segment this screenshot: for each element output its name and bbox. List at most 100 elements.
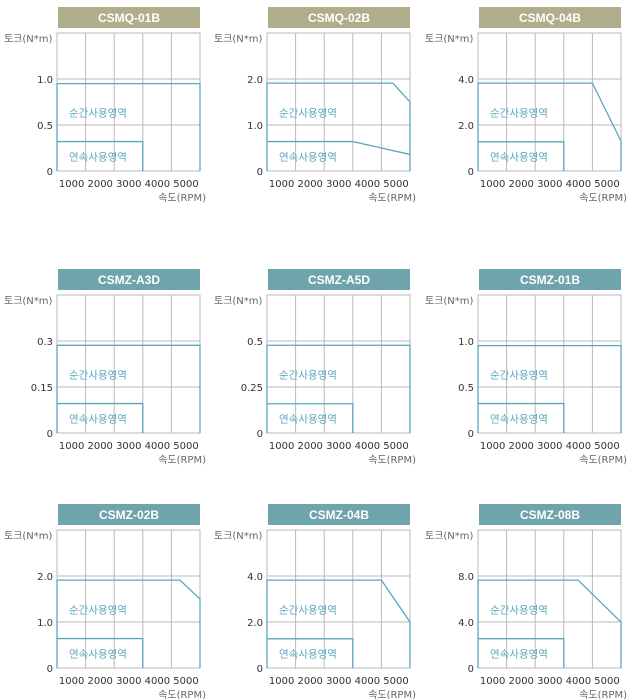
chart-title-bar	[479, 269, 621, 290]
y-tick-label: 0	[468, 664, 474, 675]
y-tick-label: 2.0	[247, 618, 263, 629]
continuous-torque-curve	[267, 403, 354, 433]
y-axis-unit-label: 토크(N*m)	[425, 34, 474, 45]
x-tick-label: 2000	[508, 676, 533, 687]
y-tick-label: 0	[468, 167, 474, 178]
y-tick-label: 0	[257, 429, 263, 440]
continuous-torque-curve	[57, 637, 144, 668]
x-axis-unit-label: 속도(RPM)	[579, 454, 627, 466]
chart-title-bar	[479, 7, 621, 28]
x-tick-label: 3000	[326, 676, 351, 687]
x-tick-label: 5000	[594, 676, 619, 687]
x-tick-label: 2000	[297, 179, 322, 190]
x-tick-label: 5000	[383, 179, 408, 190]
x-axis-unit-label: 속도(RPM)	[368, 192, 416, 204]
peak-torque-curve	[266, 82, 411, 171]
plot-frame	[266, 529, 411, 669]
continuous-torque-curve	[478, 402, 565, 433]
continuous-region-label: 연속사용영역	[69, 413, 127, 425]
y-axis-unit-label: 토크(N*m)	[214, 531, 263, 542]
x-tick-label: 4000	[145, 441, 170, 452]
chart-panel: CSMQ-02B 토크(N*m) 2.0 1.0 0 1000 2000 3000 4000 50…	[214, 7, 416, 204]
y-tick-label: 0	[47, 429, 53, 440]
chart-title: CSMZ-A3D	[98, 273, 160, 287]
y-tick-label: 0.5	[458, 383, 474, 394]
x-tick-label: 1000	[59, 441, 84, 452]
x-tick-label: 5000	[383, 441, 408, 452]
x-tick-label: 2000	[508, 179, 533, 190]
x-tick-label: 3000	[537, 441, 562, 452]
chart-panel: CSMZ-08B 토크(N*m) 8.0 4.0 0 1000 2000 3000 4000 50…	[425, 504, 627, 699]
peak-torque-curve	[477, 579, 622, 668]
x-tick-label: 3000	[116, 179, 141, 190]
continuous-region-label: 연속사용영역	[69, 648, 127, 660]
chart-title: CSMZ-A5D	[308, 273, 370, 287]
y-tick-label: 0	[47, 664, 53, 675]
chart-title: CSMQ-04B	[519, 11, 581, 25]
x-tick-label: 2000	[508, 441, 533, 452]
x-tick-label: 2000	[87, 179, 112, 190]
x-tick-label: 4000	[145, 676, 170, 687]
chart-panel: CSMZ-02B 토크(N*m) 2.0 1.0 0 1000 2000 3000 4000 50…	[4, 504, 206, 699]
y-tick-label: 2.0	[247, 75, 263, 86]
chart-title-bar	[268, 269, 410, 290]
peak-region-label: 순간사용영역	[69, 369, 127, 381]
x-tick-label: 1000	[480, 676, 505, 687]
peak-region-label: 순간사용영역	[279, 604, 337, 616]
y-axis-unit-label: 토크(N*m)	[425, 531, 474, 542]
peak-torque-curve	[477, 344, 622, 433]
chart-title-bar	[58, 504, 200, 525]
continuous-torque-curve	[478, 141, 565, 171]
x-tick-label: 1000	[269, 441, 294, 452]
peak-region-label: 순간사용영역	[69, 108, 127, 120]
x-tick-label: 1000	[480, 179, 505, 190]
continuous-torque-curve	[57, 402, 144, 433]
chart-panel: CSMZ-01B 토크(N*m) 1.0 0.5 0 1000 2000 3000 4000 50…	[425, 269, 627, 466]
chart-title: CSMQ-01B	[98, 11, 160, 25]
y-tick-label: 4.0	[458, 618, 474, 629]
continuous-region-label: 연속사용영역	[279, 648, 337, 660]
y-tick-label: 1.0	[37, 75, 53, 86]
x-axis-unit-label: 속도(RPM)	[579, 192, 627, 204]
y-axis-unit-label: 토크(N*m)	[214, 296, 263, 307]
y-tick-label: 4.0	[247, 572, 263, 583]
x-axis-unit-label: 속도(RPM)	[368, 689, 416, 699]
chart-panel: CSMZ-04B 토크(N*m) 4.0 2.0 0 1000 2000 3000 4000 50…	[214, 504, 416, 699]
peak-region-label: 순간사용영역	[69, 604, 127, 616]
y-axis-unit-label: 토크(N*m)	[214, 34, 263, 45]
y-tick-label: 1.0	[458, 337, 474, 348]
continuous-region-label: 연속사용영역	[490, 413, 548, 425]
y-tick-label: 0	[257, 664, 263, 675]
y-axis-unit-label: 토크(N*m)	[4, 531, 53, 542]
chart-title-bar	[58, 7, 200, 28]
y-tick-label: 0.5	[247, 337, 263, 348]
x-tick-label: 1000	[59, 676, 84, 687]
peak-torque-curve	[56, 82, 201, 171]
x-tick-label: 3000	[537, 179, 562, 190]
x-tick-label: 1000	[269, 179, 294, 190]
x-tick-label: 4000	[566, 441, 591, 452]
peak-torque-curve	[266, 579, 411, 668]
continuous-region-label: 연속사용영역	[279, 413, 337, 425]
plot-frame	[477, 32, 622, 172]
x-tick-label: 5000	[173, 179, 198, 190]
peak-region-label: 순간사용영역	[279, 107, 337, 119]
peak-torque-curve	[477, 82, 622, 171]
x-tick-label: 5000	[594, 441, 619, 452]
x-tick-label: 5000	[173, 676, 198, 687]
chart-panel: CSMQ-01B 토크(N*m) 1.0 0.5 0 1000 2000 3000 4000 50…	[4, 7, 206, 204]
peak-torque-curve	[56, 579, 201, 668]
x-axis-unit-label: 속도(RPM)	[579, 689, 627, 699]
y-tick-label: 0	[257, 167, 263, 178]
continuous-region-label: 연속사용영역	[490, 648, 548, 660]
x-tick-label: 5000	[383, 676, 408, 687]
x-tick-label: 1000	[480, 441, 505, 452]
y-tick-label: 2.0	[37, 572, 53, 583]
y-axis-unit-label: 토크(N*m)	[425, 296, 474, 307]
chart-title-bar	[58, 269, 200, 290]
x-tick-label: 4000	[355, 179, 380, 190]
x-tick-label: 3000	[537, 676, 562, 687]
peak-region-label: 순간사용영역	[279, 369, 337, 381]
x-axis-unit-label: 속도(RPM)	[158, 454, 206, 466]
y-tick-label: 2.0	[458, 121, 474, 132]
